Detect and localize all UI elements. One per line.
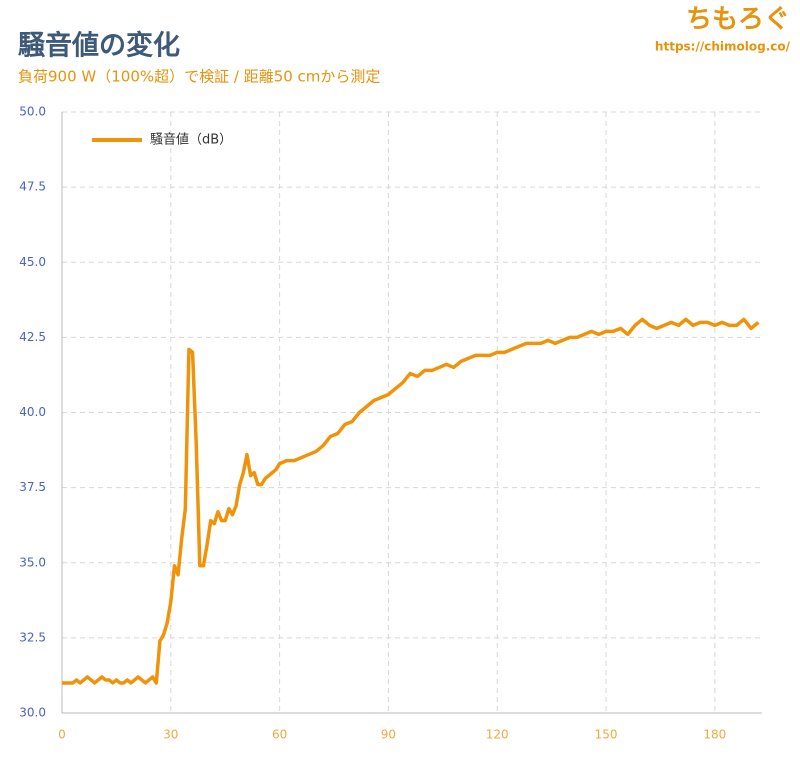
- y-tick-label: 32.5: [19, 630, 46, 644]
- y-tick-label: 42.5: [19, 330, 46, 344]
- x-tick-label: 180: [703, 728, 726, 742]
- y-tick-label: 30.0: [19, 706, 46, 720]
- y-tick-label: 37.5: [19, 480, 46, 494]
- x-tick-label: 60: [272, 728, 287, 742]
- data-line: [62, 317, 760, 685]
- x-tick-label: 150: [595, 728, 618, 742]
- chart-subtitle: 負荷900 W（100%超）で検証 / 距離50 cmから測定: [18, 68, 380, 86]
- y-tick-label: 45.0: [19, 255, 46, 269]
- brand: ちもろぐ: [686, 5, 790, 35]
- y-tick-label: 40.0: [19, 405, 46, 419]
- y-tick-label: 50.0: [19, 105, 46, 119]
- chart-title: 騒音値の変化: [18, 30, 180, 62]
- y-tick-label: 47.5: [19, 180, 46, 194]
- x-tick-label: 90: [381, 728, 396, 742]
- y-tick-label: 35.0: [19, 555, 46, 569]
- x-tick-label: 30: [163, 728, 178, 742]
- x-tick-label: 120: [486, 728, 509, 742]
- brand-url: https://chimolog.co/: [655, 40, 791, 54]
- x-tick-label: 0: [58, 728, 66, 742]
- legend-label: 騒音値（dB）: [150, 132, 232, 148]
